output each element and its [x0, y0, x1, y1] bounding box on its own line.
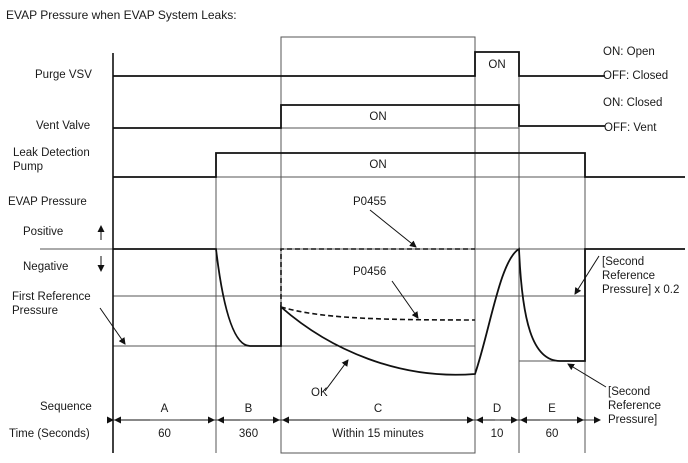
first-reference-pressure-label: First Reference Pressure	[12, 291, 91, 317]
time-label: Time (Seconds)	[9, 428, 90, 440]
pump-on-label: ON	[369, 159, 387, 171]
sequence-label: Sequence	[40, 401, 92, 413]
vent-valve-label: Vent Valve	[36, 120, 91, 132]
time-b: 360	[238, 428, 259, 440]
sequence-c: C	[373, 403, 383, 415]
vent-legend-off: OFF: Vent	[604, 122, 657, 134]
time-c: Within 15 minutes	[332, 428, 424, 440]
ok-label: OK	[311, 387, 328, 399]
p0456-label: P0456	[353, 266, 387, 278]
time-e: 60	[545, 428, 559, 440]
purge-vsv-on-label: ON	[488, 59, 506, 71]
purge-legend-off: OFF: Closed	[603, 70, 669, 82]
sequence-d: D	[492, 403, 502, 415]
diagram-title: EVAP Pressure when EVAP System Leaks:	[6, 8, 237, 22]
sequence-b: B	[244, 403, 253, 415]
purge-vsv-signal	[113, 51, 605, 77]
purge-legend-on: ON: Open	[603, 46, 655, 58]
p0455-curve	[280, 248, 475, 307]
time-a: 60	[158, 428, 171, 440]
vent-legend-on: ON: Closed	[603, 97, 663, 109]
purge-vsv-label: Purge VSV	[35, 69, 92, 81]
p0456-curve	[280, 306, 476, 321]
second-ref-x02-label: [Second Reference Pressure] x 0.2	[602, 256, 680, 296]
evap-pressure-label: EVAP Pressure	[8, 196, 87, 208]
sequence-a: A	[160, 403, 169, 415]
second-ref-label: [Second Reference Pressure]	[608, 386, 662, 426]
vent-valve-signal	[113, 104, 605, 129]
negative-label: Negative	[23, 261, 69, 273]
time-d: 10	[490, 428, 504, 440]
p0455-label: P0455	[353, 196, 387, 208]
vent-valve-on-label: ON	[369, 111, 387, 123]
positive-label: Positive	[23, 226, 64, 238]
evap-pressure-curve	[113, 247, 685, 376]
sequence-c-frame	[280, 36, 476, 454]
pump-signal	[113, 152, 685, 178]
sequence-e: E	[548, 403, 556, 415]
leak-detection-pump-label: Leak Detection Pump	[13, 147, 90, 173]
